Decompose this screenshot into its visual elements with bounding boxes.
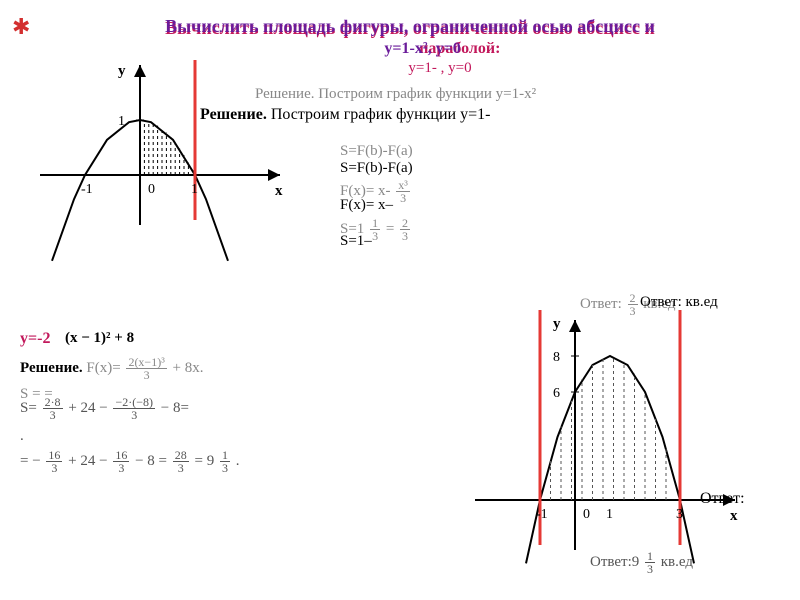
- svg-text:-1: -1: [536, 507, 548, 522]
- chart2: -1 1 3 6 8 0 x y: [0, 0, 800, 600]
- svg-text:6: 6: [553, 386, 560, 401]
- svg-text:3: 3: [676, 507, 683, 522]
- svg-text:8: 8: [553, 350, 560, 365]
- svg-text:y: y: [553, 316, 561, 332]
- svg-text:0: 0: [583, 507, 590, 522]
- svg-text:1: 1: [606, 507, 613, 522]
- svg-text:x: x: [730, 508, 738, 524]
